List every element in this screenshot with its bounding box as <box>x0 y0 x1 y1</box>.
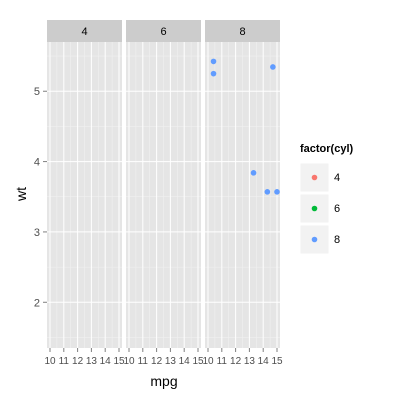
data-point <box>274 189 280 195</box>
legend-marker <box>311 174 318 181</box>
data-point <box>270 64 276 70</box>
x-tick-label: 12 <box>72 356 84 367</box>
y-tick-label: 5 <box>34 86 40 98</box>
x-tick-label: 13 <box>86 356 98 367</box>
x-tick-label: 14 <box>100 356 112 367</box>
legend-items: 4 6 8 <box>299 162 340 255</box>
x-tick-label: 13 <box>244 356 256 367</box>
facet-strip-4 <box>47 20 122 42</box>
y-axis: 2 3 4 5 <box>34 86 47 309</box>
facet-strip-6 <box>126 20 201 42</box>
x-tick-label: 11 <box>59 356 70 367</box>
legend-label: 4 <box>334 172 340 184</box>
x-tick-label: 11 <box>138 356 149 367</box>
y-tick-label: 4 <box>34 157 40 169</box>
legend-title: factor(cyl) <box>300 143 354 155</box>
x-axis-title: mpg <box>150 373 177 389</box>
legend-label: 8 <box>334 234 340 246</box>
x-tick-label: 14 <box>258 356 270 367</box>
x-tick-label: 15 <box>192 356 204 367</box>
data-point <box>210 58 217 65</box>
facet-strip-label: 4 <box>81 26 87 38</box>
facet-strip-label: 8 <box>239 26 245 38</box>
x-tick-label: 10 <box>44 356 56 367</box>
y-tick-label: 3 <box>34 227 40 239</box>
data-point <box>210 70 217 77</box>
y-axis-title: wt <box>13 187 29 202</box>
data-point <box>264 189 271 195</box>
facet-strip-label: 6 <box>160 26 166 38</box>
legend-marker <box>311 205 318 212</box>
x-tick-label: 15 <box>271 356 283 367</box>
x-tick-label: 12 <box>230 356 242 367</box>
legend-label: 6 <box>334 203 340 215</box>
legend-marker <box>311 236 318 243</box>
x-tick-label: 15 <box>113 356 125 367</box>
data-point <box>250 170 257 176</box>
x-tick-label: 10 <box>123 356 135 367</box>
points-layer <box>210 58 280 195</box>
x-tick-label: 11 <box>217 356 228 367</box>
y-tick-label: 2 <box>34 297 40 309</box>
facet-strip-8 <box>205 20 280 42</box>
panels-layer: 4 6 8 <box>47 20 280 348</box>
legend: factor(cyl) 4 6 8 <box>299 143 354 255</box>
x-tick-label: 12 <box>151 356 163 367</box>
x-tick-label: 10 <box>202 356 214 367</box>
x-tick-label: 13 <box>165 356 177 367</box>
x-tick-label: 14 <box>179 356 191 367</box>
